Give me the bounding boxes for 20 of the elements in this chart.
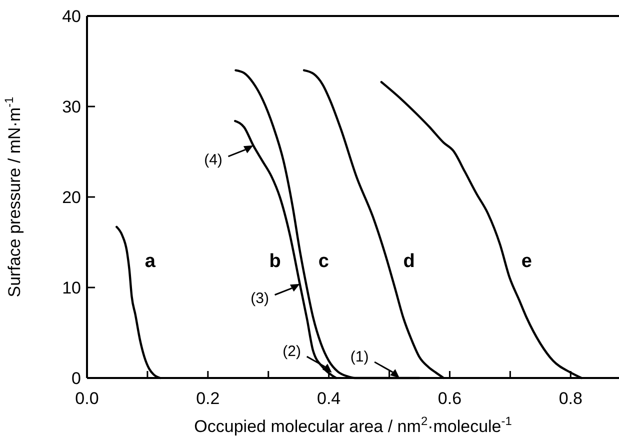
annotation: (1)	[350, 348, 369, 366]
series-label: c	[318, 251, 330, 272]
x-tick-label: 0.8	[558, 389, 582, 408]
annotation: (4)	[204, 152, 222, 169]
y-tick-label: 40	[62, 6, 81, 26]
series-label: a	[144, 251, 156, 272]
annotation: (2)	[282, 342, 302, 360]
y-tick-label: 0	[72, 368, 81, 388]
series-label: d	[403, 251, 415, 272]
x-tick-label: 0.6	[438, 389, 462, 408]
y-tick-label: 10	[62, 278, 81, 298]
x-tick-label: 0.0	[75, 389, 99, 408]
x-tick-label: 0.4	[317, 389, 341, 408]
x-axis-title: Occupied molecular area / nm$^{2}$·molecule$^{-1}$	[194, 414, 512, 436]
series-label: b	[269, 251, 281, 272]
series-label: e	[521, 251, 532, 272]
x-tick-label: 0.2	[196, 389, 220, 408]
y-tick-label: 30	[62, 97, 81, 116]
y-tick-label: 20	[62, 188, 81, 207]
annotation: (3)	[250, 290, 269, 308]
